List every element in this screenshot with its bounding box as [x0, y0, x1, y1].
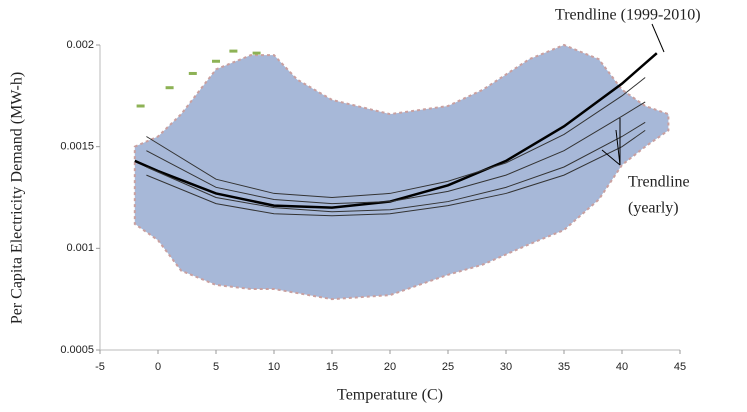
- point: [165, 86, 174, 90]
- annotation: Trendline: [628, 174, 690, 191]
- x-tick-label: -5: [95, 361, 105, 373]
- plot-area: [96, 43, 681, 354]
- point-cloud: [133, 43, 670, 301]
- y-tick-label: 0.0005: [60, 344, 94, 356]
- annotation: Trendline (1999-2010): [555, 7, 701, 24]
- x-tick-label: 40: [616, 361, 628, 373]
- y-axis-label: Per Capita Electricity Demand (MW-h): [9, 72, 26, 324]
- x-tick-label: 35: [558, 361, 570, 373]
- point: [212, 59, 220, 63]
- annotation-arrow: [601, 149, 621, 166]
- trendline: [146, 77, 646, 199]
- point: [252, 51, 261, 55]
- x-tick-label: 45: [674, 361, 686, 373]
- y-tick-label: 0.002: [66, 39, 94, 51]
- x-tick-label: 15: [326, 361, 338, 373]
- point: [229, 49, 238, 53]
- annotation-arrow: [615, 129, 621, 166]
- x-axis-label: Temperature (C): [337, 387, 443, 404]
- x-tick-label: 10: [268, 361, 280, 373]
- trendline: [146, 101, 646, 205]
- y-tick-label: 0.0015: [60, 141, 94, 153]
- point: [188, 71, 197, 75]
- trendline: [146, 121, 646, 213]
- x-tick-label: 0: [155, 361, 161, 373]
- annotation: (yearly): [628, 200, 679, 217]
- y-tick-label: 0.001: [66, 242, 94, 254]
- x-tick-label: 5: [213, 361, 219, 373]
- x-tick-label: 25: [442, 361, 454, 373]
- trendline: [146, 129, 646, 217]
- x-tick-label: 30: [500, 361, 512, 373]
- x-tick-label: 20: [384, 361, 396, 373]
- point: [136, 104, 145, 108]
- annotation-arrow: [651, 23, 665, 53]
